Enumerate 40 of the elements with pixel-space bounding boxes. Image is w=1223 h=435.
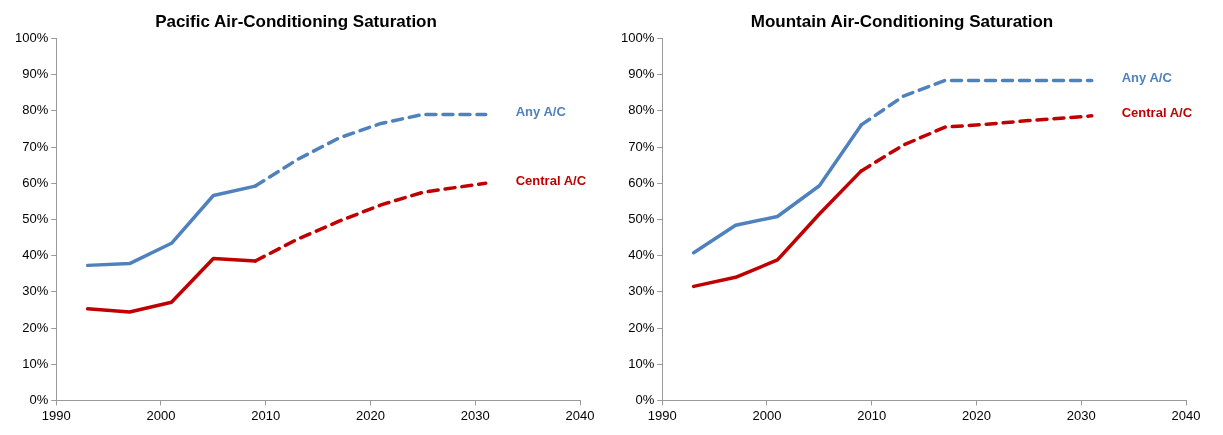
x-tick-label: 2000 [146,407,176,423]
y-tick-label: 70% [628,138,655,154]
y-tick-label: 30% [22,283,49,299]
x-tick-label: 2020 [356,407,385,423]
y-tick-label: 80% [628,102,655,118]
y-tick-label: 60% [628,174,655,190]
text: Central A/C [515,172,587,188]
x-tick-label: 1990 [41,407,71,423]
chart-title: Mountain Air-Conditioning Saturation [750,11,1054,31]
text: Central A/C [1121,105,1193,121]
x-tick-label: 2030 [1066,407,1096,423]
x-tick-label: 2040 [1171,407,1201,423]
y-tick-label: 0% [635,391,655,407]
y-tick-label: 20% [22,319,49,335]
y-tick-label: 10% [628,355,655,371]
x-tick-label: 2010 [857,407,887,423]
y-tick-label: 90% [22,66,49,82]
y-tick-label: 40% [628,247,655,263]
x-tick-label: 2020 [962,407,991,423]
text: Any A/C [515,104,567,119]
y-tick-label: 80% [22,102,49,118]
y-tick-label: 100% [15,29,49,45]
x-tick-label: 1990 [647,407,677,423]
y-tick-label: 30% [628,283,655,299]
text: Any A/C [1121,69,1173,85]
chart-title: Pacific Air-Conditioning Saturation [155,11,437,31]
y-tick-label: 100% [621,29,655,45]
y-tick-label: 40% [22,247,49,263]
y-tick-label: 60% [22,174,49,190]
y-tick-label: 20% [628,319,655,335]
y-tick-label: 50% [628,210,655,226]
y-tick-label: 70% [22,138,49,154]
x-tick-label: 2040 [565,407,595,423]
y-tick-label: 10% [22,355,49,371]
y-tick-label: 90% [628,66,655,82]
x-tick-label: 2010 [251,407,281,423]
y-tick-label: 50% [22,210,49,226]
y-tick-label: 0% [29,391,49,407]
x-tick-label: 2000 [752,407,782,423]
x-tick-label: 2030 [460,407,490,423]
